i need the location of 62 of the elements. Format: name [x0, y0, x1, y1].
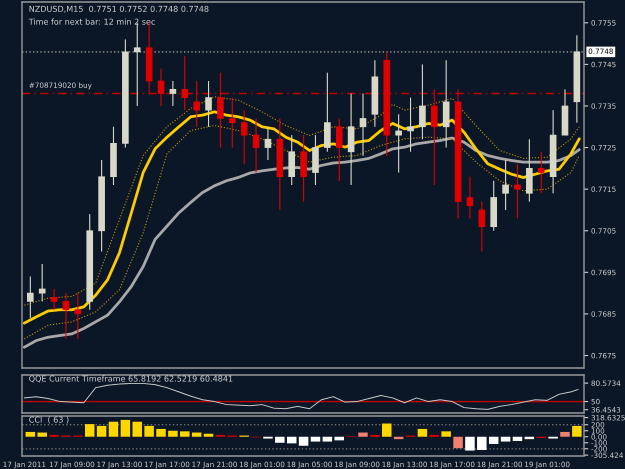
bar: [180, 431, 190, 437]
bar: [512, 436, 522, 441]
candlestick: [38, 263, 46, 302]
bar: [500, 436, 510, 442]
bar: [96, 426, 106, 437]
chart-title: QQE Current Timeframe 65.8192 62.5219 60.4841: [29, 375, 232, 383]
candlestick: [170, 80, 176, 107]
candlestick: [538, 151, 545, 194]
bar: [465, 436, 475, 451]
bar: [310, 436, 320, 442]
bar: [358, 432, 368, 437]
candlestick: [50, 288, 58, 310]
bar: [204, 434, 214, 437]
bar: [156, 428, 166, 437]
bar: [37, 432, 47, 437]
candlestick: [181, 56, 188, 111]
bar: [441, 431, 451, 437]
candlestick: [336, 118, 343, 182]
bar: [132, 422, 142, 437]
candlestick: [514, 164, 521, 219]
candlestick: [62, 292, 70, 340]
bar: [572, 426, 582, 437]
line-series: [24, 382, 579, 410]
bar: [322, 436, 332, 442]
candlestick: [26, 276, 34, 319]
candlestick: [205, 80, 212, 128]
candlestick: [419, 64, 426, 140]
bar: [298, 436, 308, 446]
candlestick: [430, 88, 438, 186]
bar: [477, 436, 487, 450]
bar: [382, 424, 392, 437]
candlestick: [158, 68, 164, 107]
bar: [168, 430, 178, 437]
bar: [26, 432, 36, 437]
bar: [334, 436, 344, 440]
candlestick: [240, 110, 248, 165]
chart-title: NZDUSD,M15 0.7751 0.7752 0.7748 0.7748: [30, 6, 208, 13]
candlestick: [74, 292, 82, 340]
bar: [286, 436, 296, 444]
candlestick: [217, 72, 224, 148]
candlestick: [466, 176, 474, 219]
candlestick: [502, 159, 509, 211]
bar: [275, 436, 285, 443]
bar: [120, 420, 130, 437]
bar: [453, 436, 463, 448]
bar: [192, 432, 202, 437]
candlestick: [395, 114, 402, 174]
chart-title: CCI ( 63 ): [29, 416, 68, 424]
candlestick: [264, 126, 272, 161]
candlestick: [193, 80, 200, 128]
text: Time for next bar: 12 min 2 sec: [28, 18, 155, 25]
candlestick: [228, 97, 236, 148]
candlestick: [478, 201, 486, 252]
bar: [488, 436, 498, 444]
bar: [560, 432, 570, 437]
candlestick: [407, 97, 414, 152]
bar: [144, 426, 154, 437]
bar: [84, 424, 94, 437]
bar: [108, 422, 118, 437]
bar: [418, 428, 428, 437]
candlestick: [252, 118, 260, 174]
candlestick: [360, 92, 366, 156]
